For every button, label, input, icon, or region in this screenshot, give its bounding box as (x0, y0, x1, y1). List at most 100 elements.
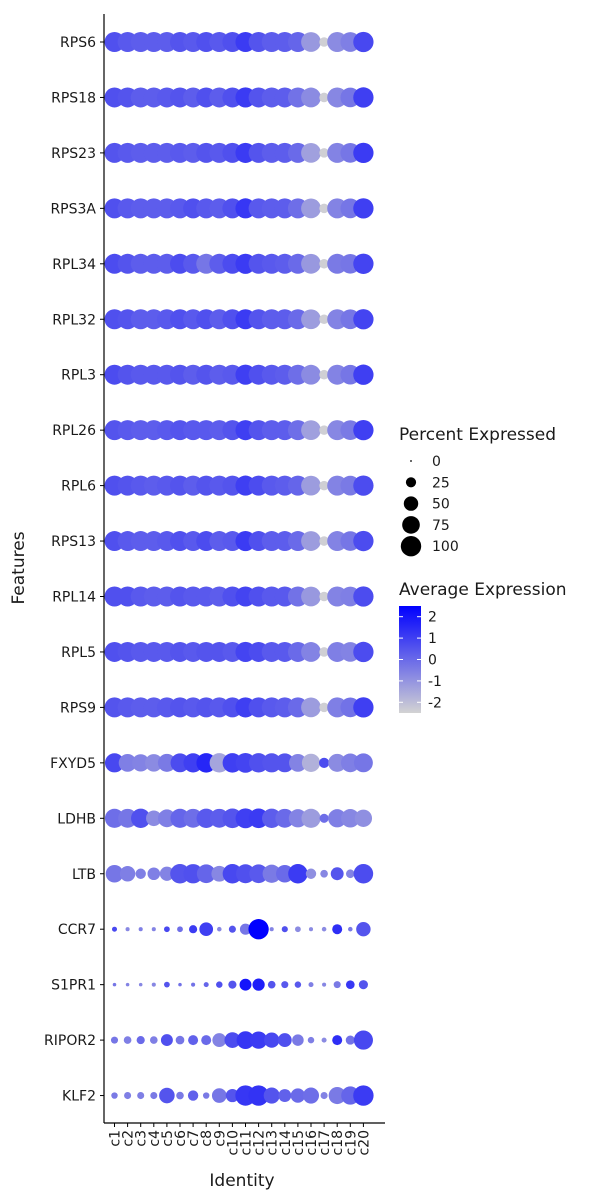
dot (319, 702, 329, 713)
dot (248, 919, 269, 940)
x-axis-ticks: c1c2c3c4c5c6c7c8c9c10c11c12c13c14c15c16c… (108, 1123, 372, 1156)
dot (160, 1034, 173, 1047)
dot (356, 921, 371, 937)
dot (301, 420, 321, 441)
x-tick-label: c3 (134, 1130, 150, 1147)
dot (294, 981, 302, 988)
dot (319, 203, 329, 214)
dot (112, 982, 117, 987)
dot (353, 753, 373, 773)
dot (301, 364, 321, 385)
dot (301, 198, 321, 219)
x-tick-label: c11 (239, 1130, 255, 1156)
dot (111, 1092, 118, 1099)
dot (289, 753, 307, 772)
y-tick-label: RPL5 (61, 645, 96, 661)
dot (288, 864, 308, 884)
dot (301, 642, 321, 662)
dot (319, 813, 329, 823)
y-tick-label: CCR7 (58, 922, 96, 938)
x-tick-label: c15 (291, 1130, 307, 1156)
x-tick-label: c19 (343, 1130, 359, 1156)
dot (290, 1088, 306, 1103)
dot (252, 978, 265, 991)
dot (124, 1092, 132, 1100)
color-legend-label: 2 (428, 610, 437, 626)
color-legend-label: -1 (428, 674, 442, 690)
dot (211, 865, 228, 882)
dot (189, 925, 198, 934)
dot (321, 926, 327, 932)
dot (281, 926, 288, 933)
dot (345, 1035, 355, 1045)
dot (320, 1092, 328, 1100)
dot (188, 1035, 199, 1046)
dot (164, 926, 170, 933)
dot (239, 978, 252, 991)
dot (110, 1036, 119, 1044)
y-tick-label: RPS3A (50, 201, 96, 217)
dot (224, 1032, 241, 1048)
dot (176, 1091, 184, 1100)
dot (164, 981, 170, 988)
dot (170, 808, 190, 828)
dot (137, 1092, 145, 1100)
dot (328, 753, 347, 772)
dot (158, 809, 176, 828)
dot (302, 1087, 320, 1104)
dot (345, 869, 355, 879)
dot (288, 809, 308, 828)
x-tick-label: c2 (121, 1130, 137, 1147)
dot (353, 641, 374, 663)
dot (236, 864, 255, 884)
dot (353, 1030, 373, 1050)
dot (138, 927, 143, 932)
dot (131, 808, 151, 828)
dot (225, 1088, 240, 1103)
dot (353, 253, 374, 274)
color-legend-title: Average Expression (399, 580, 567, 600)
color-legend-label: 1 (428, 631, 437, 647)
dot (354, 809, 373, 827)
dot (301, 87, 321, 108)
size-legend-label: 75 (432, 518, 450, 534)
dot (147, 867, 161, 881)
dot (301, 143, 321, 163)
y-tick-label: RPL32 (52, 312, 96, 328)
dot (332, 924, 343, 935)
dot (353, 697, 374, 718)
dot (353, 198, 374, 219)
dot (262, 864, 281, 883)
y-tick-label: RPL6 (61, 479, 96, 495)
dot (321, 1037, 327, 1043)
dot (236, 1031, 255, 1049)
y-tick-label: RPS18 (51, 90, 96, 106)
dot (301, 586, 321, 607)
dot (348, 926, 353, 932)
y-tick-label: RPL34 (52, 257, 96, 273)
dot (319, 757, 330, 768)
x-tick-label: c6 (173, 1130, 189, 1147)
color-legend-ticks: 2 1 0 -1 -2 (399, 610, 442, 711)
dot (262, 753, 282, 773)
dot (353, 420, 374, 441)
dot (112, 926, 117, 932)
x-tick-label: c9 (212, 1130, 228, 1147)
x-tick-label: c17 (317, 1130, 333, 1156)
size-legend-label: 25 (432, 475, 450, 491)
size-legend-dot (400, 536, 422, 557)
dot (203, 982, 209, 988)
y-axis-ticks: RPS6 RPS18 RPS23 RPS3A RPL34 RPL32 RPL3 RPL26 RP… (44, 35, 104, 1105)
dot (248, 753, 269, 773)
dot (212, 1033, 227, 1048)
dot (104, 808, 125, 828)
dot (177, 926, 183, 933)
dot (216, 981, 223, 988)
size-legend-dot (403, 496, 419, 511)
dot (332, 1035, 343, 1046)
dot (118, 753, 137, 772)
dot (196, 808, 216, 828)
dot (301, 753, 321, 772)
dot (301, 309, 321, 330)
